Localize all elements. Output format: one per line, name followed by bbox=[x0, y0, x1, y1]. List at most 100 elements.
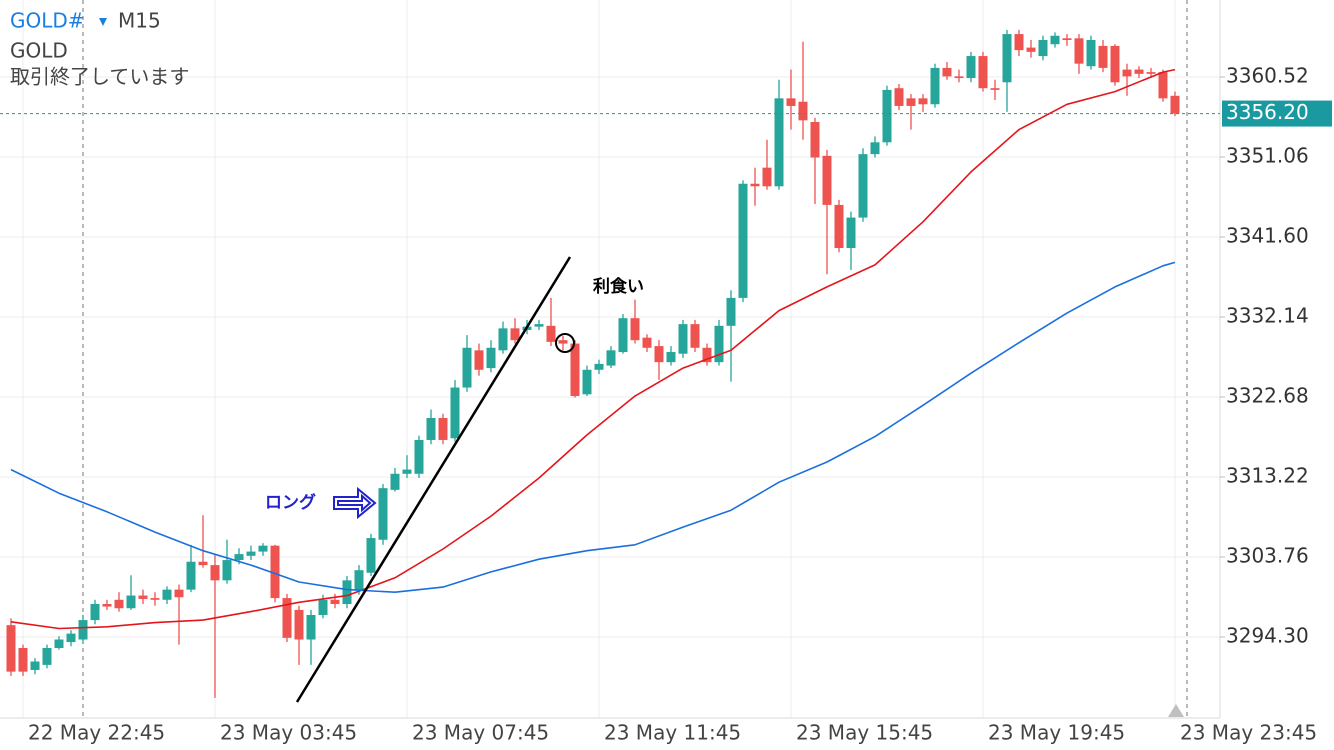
candle-body bbox=[762, 167, 772, 187]
candle-body bbox=[318, 599, 328, 616]
y-tick-label: 3351.06 bbox=[1226, 144, 1309, 168]
candle-body bbox=[894, 88, 904, 106]
candle-body bbox=[846, 217, 856, 249]
candle-body bbox=[378, 488, 388, 540]
candle-body bbox=[594, 363, 604, 370]
candle-body bbox=[618, 318, 628, 353]
candle-body bbox=[978, 56, 988, 89]
annotation: ロング bbox=[265, 492, 316, 513]
candle-body bbox=[18, 647, 28, 672]
candle-body bbox=[786, 98, 796, 106]
candle-body bbox=[162, 589, 172, 600]
y-tick-label: 3341.60 bbox=[1226, 224, 1309, 248]
candle-body bbox=[1122, 69, 1132, 77]
candle-body bbox=[498, 328, 508, 351]
current-price-box bbox=[1222, 100, 1332, 127]
candle-body bbox=[474, 350, 484, 370]
trend-line bbox=[295, 256, 572, 703]
timeframe[interactable]: M15 bbox=[118, 9, 161, 33]
candle-body bbox=[642, 337, 652, 348]
symbol[interactable]: GOLD# bbox=[10, 9, 85, 33]
candle-body bbox=[858, 154, 868, 218]
current-price-label: 3356.20 bbox=[1226, 100, 1309, 124]
candle-body bbox=[1146, 72, 1156, 74]
candle-body bbox=[258, 545, 268, 552]
candle-body bbox=[1050, 35, 1060, 45]
candle-body bbox=[414, 439, 424, 474]
candle-body bbox=[1062, 38, 1072, 40]
candle-body bbox=[270, 545, 280, 599]
candle-body bbox=[798, 101, 808, 121]
candle-body bbox=[462, 347, 472, 388]
candle-body bbox=[30, 661, 40, 670]
candle-body bbox=[90, 604, 100, 621]
candle-body bbox=[390, 473, 400, 490]
candle-body bbox=[1026, 47, 1036, 52]
candle-body bbox=[42, 647, 52, 665]
candle-body bbox=[930, 67, 940, 105]
market-status: 取引終了しています bbox=[10, 65, 189, 89]
candle-body bbox=[834, 204, 844, 249]
candle-body bbox=[114, 599, 124, 609]
candle-body bbox=[954, 76, 964, 79]
candle-body bbox=[342, 580, 352, 605]
candle-body bbox=[1074, 38, 1084, 64]
candle-body bbox=[1038, 39, 1048, 57]
candle-body bbox=[54, 639, 64, 648]
candle-body bbox=[714, 325, 724, 363]
candle-body bbox=[1158, 72, 1168, 99]
candle-body bbox=[570, 343, 580, 396]
candle-body bbox=[282, 598, 292, 638]
candle-body bbox=[354, 570, 364, 590]
candle-body bbox=[150, 598, 160, 600]
candle-body bbox=[486, 347, 496, 369]
candle-body bbox=[198, 561, 208, 566]
x-tick-label: 23 May 23:45 bbox=[1180, 721, 1317, 745]
candle-body bbox=[450, 387, 460, 439]
candle-body bbox=[126, 595, 136, 609]
candle-body bbox=[822, 155, 832, 205]
candle-body bbox=[66, 633, 76, 643]
candle-body bbox=[402, 469, 412, 474]
candle-body bbox=[1002, 34, 1012, 83]
entry-arrow bbox=[333, 486, 377, 520]
x-tick-label: 23 May 07:45 bbox=[412, 721, 549, 745]
candle-body bbox=[78, 620, 88, 640]
candle-body bbox=[138, 595, 148, 599]
candle-body bbox=[606, 350, 616, 366]
x-tick-label: 23 May 11:45 bbox=[604, 721, 741, 745]
candle-body bbox=[630, 318, 640, 341]
moving-average-line bbox=[10, 68, 1176, 630]
symbol-dropdown[interactable] bbox=[99, 18, 107, 26]
candle-body bbox=[6, 625, 16, 672]
candle-body bbox=[534, 324, 544, 327]
candle-body bbox=[438, 417, 448, 440]
grid bbox=[0, 0, 1220, 718]
y-tick-label: 3332.14 bbox=[1226, 304, 1309, 328]
y-tick-label: 3360.52 bbox=[1226, 64, 1309, 88]
candle-body bbox=[906, 98, 916, 106]
candle-body bbox=[1110, 45, 1120, 83]
candles bbox=[6, 29, 1180, 698]
moving-average-line bbox=[10, 261, 1176, 593]
candle-body bbox=[366, 538, 376, 573]
x-tick-label: 23 May 03:45 bbox=[220, 721, 357, 745]
candle-body bbox=[234, 554, 244, 561]
candle-body bbox=[558, 340, 568, 344]
candle-body bbox=[1170, 95, 1180, 114]
candle-body bbox=[678, 324, 688, 354]
instrument-name: GOLD bbox=[10, 39, 68, 63]
candle-body bbox=[102, 604, 112, 607]
candle-body bbox=[918, 98, 928, 105]
scroll-marker[interactable] bbox=[1168, 704, 1184, 717]
y-tick-label: 3313.22 bbox=[1226, 464, 1309, 488]
candle-body bbox=[186, 561, 196, 590]
candle-body bbox=[966, 56, 976, 79]
candle-body bbox=[1098, 45, 1108, 68]
candle-body bbox=[942, 67, 952, 77]
candle-body bbox=[726, 297, 736, 326]
candle-body bbox=[654, 346, 664, 363]
candle-body bbox=[738, 183, 748, 298]
candle-body bbox=[990, 88, 1000, 90]
